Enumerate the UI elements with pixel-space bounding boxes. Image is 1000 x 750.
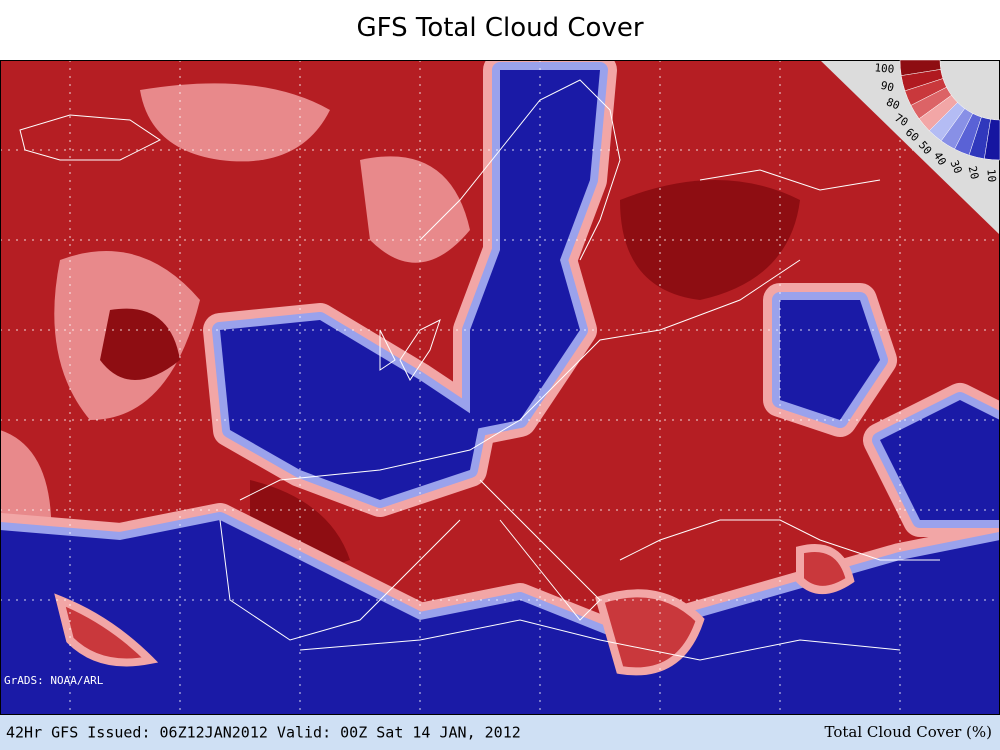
legend-swatch [984,118,1000,161]
clear-sky-regions [0,60,1000,715]
coastlines [19,79,940,661]
legend-label: 20 [966,165,982,181]
footer-bar [0,715,1000,750]
legend-label: 30 [948,158,965,175]
legend-label: 80 [884,95,901,112]
dark-red-patches [100,180,800,565]
map [0,60,1000,715]
footer-left: 42Hr GFS Issued: 06Z12JAN2012 Valid: 00Z… [6,724,521,742]
legend-label: 10 [984,168,998,182]
credit: GrADS: NOAA/ARL [4,674,104,687]
graticule [0,60,1000,715]
legend-label: 100 [874,61,895,76]
legend-label: 90 [879,79,895,95]
legend-label: 70 [892,111,910,129]
footer-right: Total Cloud Cover (%) [825,723,993,741]
legend-label: 40 [931,150,949,168]
title: GFS Total Cloud Cover [356,13,643,43]
cloud-patches-south [54,544,855,676]
